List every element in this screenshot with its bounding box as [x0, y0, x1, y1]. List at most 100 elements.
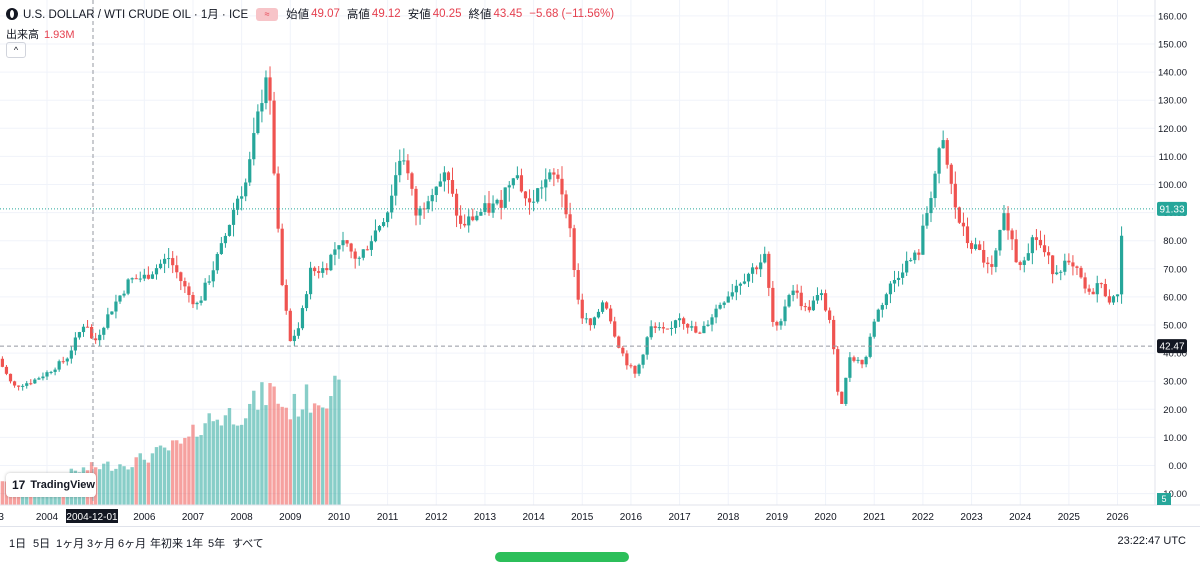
range-1y-button[interactable]: 1年 [186, 535, 203, 551]
candle-body [475, 216, 478, 220]
range-1d-button[interactable]: 1日 [9, 535, 26, 551]
candle-body [333, 249, 336, 254]
x-tick-label: 2020 [814, 512, 837, 523]
volume-bar [147, 463, 150, 505]
candle-body [459, 216, 462, 224]
volume-bar [114, 469, 117, 505]
tradingview-logo-icon: 17 [12, 478, 25, 492]
volume-bar [305, 384, 308, 505]
candle-body [1075, 266, 1078, 267]
price-axis: 160.00150.00140.00130.00120.00110.00100.… [1158, 11, 1187, 500]
candle-body [155, 268, 158, 274]
y-tick-label: 160.00 [1158, 11, 1187, 22]
symbol-title[interactable]: U.S. DOLLAR / WTI CRUDE OIL · 1月 · ICE [23, 6, 248, 22]
y-tick-label: 110.00 [1159, 152, 1187, 163]
volume-bar [159, 446, 162, 505]
candle-body [946, 140, 949, 165]
range-6m-button[interactable]: 6ヶ月 [118, 535, 146, 551]
candle-body [958, 207, 961, 222]
candle-body [544, 179, 547, 187]
high-label: 高値 [347, 6, 370, 22]
candle-body [913, 253, 916, 261]
candle-body [175, 265, 178, 272]
candle-body [281, 229, 284, 285]
candle-body [605, 302, 608, 308]
candle-body [110, 311, 113, 314]
candle-body [483, 203, 486, 212]
candle-body [1031, 237, 1034, 253]
candle-body [520, 175, 523, 191]
candle-body [560, 179, 563, 195]
tradingview-logo[interactable]: 17 TradingView [6, 473, 96, 497]
close-value: 43.45 [493, 8, 522, 20]
chart-legend: U.S. DOLLAR / WTI CRUDE OIL · 1月 · ICE ≈… [6, 6, 621, 22]
candle-body [358, 258, 361, 259]
x-tick-label: 2008 [231, 512, 254, 523]
volume-bar [203, 423, 206, 505]
x-tick-label: 2006 [133, 512, 156, 523]
candle-body [305, 294, 308, 308]
x-tick-label: 2026 [1106, 512, 1129, 523]
x-tick-label: 2016 [620, 512, 643, 523]
candle-body [601, 302, 604, 311]
candle-body [410, 173, 413, 189]
candle-body [1015, 239, 1018, 262]
compare-icon[interactable]: ≈ [256, 8, 278, 21]
volume-bar [139, 453, 142, 505]
candle-body [650, 326, 653, 337]
candle-body [49, 372, 52, 373]
y-tick-label: 30.00 [1163, 377, 1187, 388]
candle-body [13, 381, 16, 385]
candle-body [524, 191, 527, 198]
volume-bar [244, 418, 247, 505]
candle-body [151, 274, 154, 278]
candle-body [277, 173, 280, 228]
crosshair-price-text: 42.47 [1159, 342, 1184, 353]
candle-body [244, 182, 247, 196]
range-5y-button[interactable]: 5年 [208, 535, 225, 551]
candle-body [804, 306, 807, 307]
volume-bar [325, 408, 328, 505]
range-ytd-button[interactable]: 年初来 [150, 535, 183, 551]
candle-body [131, 278, 134, 279]
candle-body [62, 361, 65, 362]
candle-body [593, 317, 596, 325]
candle-body [431, 195, 434, 201]
candle-body [378, 226, 381, 230]
volume-bar [151, 453, 154, 505]
candle-body [5, 367, 8, 374]
candle-body [252, 133, 255, 159]
volume-bar [102, 464, 105, 505]
candle-body [362, 249, 365, 257]
candle-body [865, 357, 868, 364]
collapse-legend-button[interactable]: ^ [6, 42, 26, 58]
candle-body [710, 317, 713, 324]
candle-body [414, 189, 417, 216]
candle-body [370, 241, 373, 250]
clock-utc[interactable]: 23:22:47 UTC [1118, 535, 1186, 547]
candle-body [321, 268, 324, 273]
range-1m-button[interactable]: 1ヶ月 [56, 535, 84, 551]
candle-body [771, 288, 774, 322]
volume-bar [260, 382, 263, 505]
volume-bar [337, 380, 340, 505]
candle-body [942, 140, 945, 148]
candle-body [751, 267, 754, 273]
x-tick-label: 2023 [960, 512, 983, 523]
price-chart[interactable]: 160.00150.00140.00130.00120.00110.00100.… [0, 0, 1200, 526]
x-tick-label: 2022 [912, 512, 935, 523]
candle-body [187, 286, 190, 295]
candle-body [199, 300, 202, 302]
candle-body [496, 200, 499, 204]
candle-body [406, 160, 409, 173]
candle-body [78, 332, 81, 337]
volume-scale-text: 5 [1161, 494, 1166, 504]
range-all-button[interactable]: すべて [232, 535, 264, 551]
candle-body [118, 296, 121, 302]
range-5d-button[interactable]: 5日 [33, 535, 50, 551]
candle-body [313, 268, 316, 271]
candles [0, 66, 1123, 406]
range-3m-button[interactable]: 3ヶ月 [87, 535, 115, 551]
candle-body [828, 310, 831, 319]
volume-bar [256, 410, 259, 505]
